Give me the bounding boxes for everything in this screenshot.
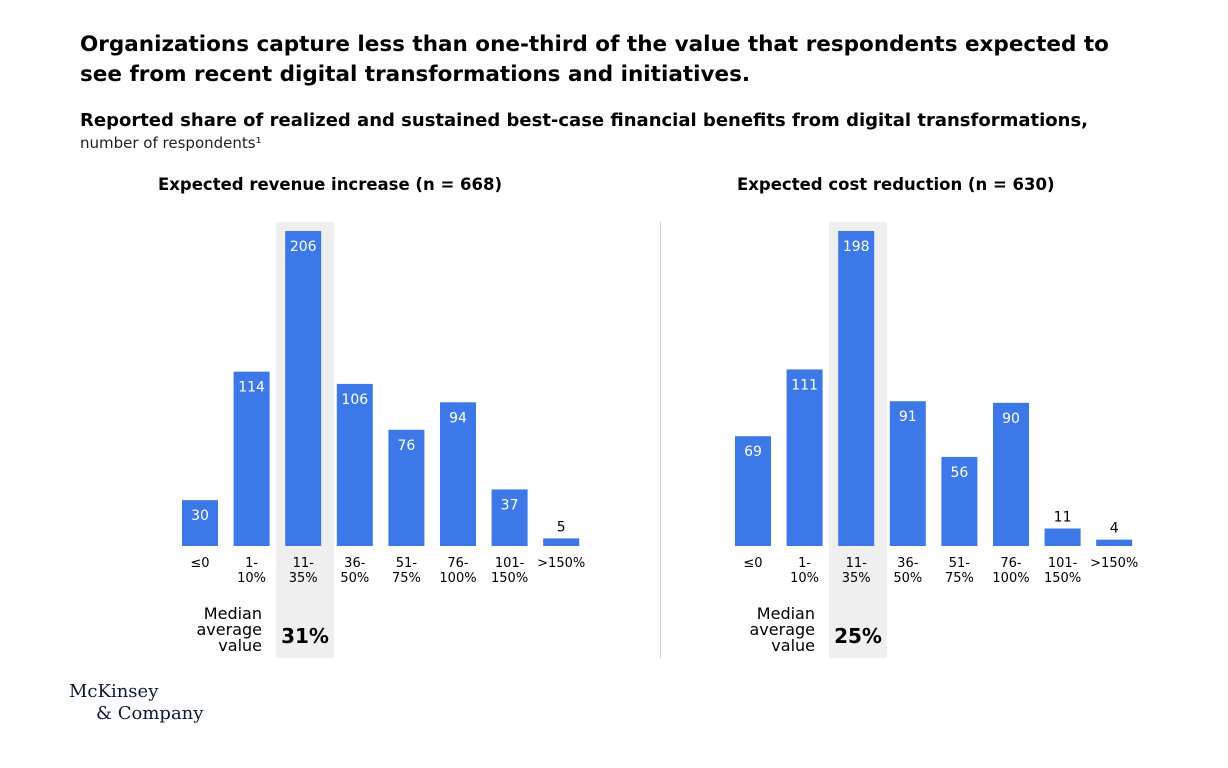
median-label-line: value bbox=[218, 636, 262, 655]
cost-bar-value-label: 69 bbox=[744, 444, 762, 460]
revenue-bar bbox=[336, 383, 373, 546]
median-label-line: average bbox=[196, 620, 263, 639]
cost-bar bbox=[1044, 528, 1081, 546]
cost-bar-value-label: 91 bbox=[899, 409, 917, 425]
revenue-bar bbox=[440, 402, 476, 546]
revenue-bar-value-label: 106 bbox=[341, 392, 368, 408]
cost-category-label: >150% bbox=[1090, 556, 1138, 571]
mckinsey-logo: McKinsey & Company bbox=[69, 681, 203, 725]
cost-bar bbox=[786, 369, 823, 546]
revenue-bar-value-label: 37 bbox=[501, 497, 519, 513]
revenue-bar-value-label: 206 bbox=[290, 239, 317, 255]
revenue-bar-value-label: 5 bbox=[557, 519, 566, 535]
revenue-bar bbox=[491, 489, 528, 546]
revenue-category-label: 10% bbox=[237, 571, 266, 586]
revenue-category-label: 150% bbox=[491, 571, 528, 586]
revenue-bar bbox=[182, 500, 218, 546]
cost-bar bbox=[1096, 539, 1133, 546]
revenue-median-label: Median average value bbox=[152, 604, 263, 655]
cost-category-label: 11- bbox=[846, 556, 868, 571]
cost-category-label: 1- bbox=[798, 556, 811, 571]
revenue-category-label: >150% bbox=[537, 556, 585, 571]
chart-subtitle: Reported share of realized and sustained… bbox=[80, 110, 1089, 131]
cost-category-label: 51- bbox=[949, 556, 971, 571]
cost-bar-value-label: 11 bbox=[1054, 510, 1072, 526]
revenue-bar-value-label: 76 bbox=[397, 438, 415, 454]
revenue-bar-value-label: 30 bbox=[191, 508, 209, 524]
cost-bar-value-label: 111 bbox=[791, 377, 818, 393]
cost-bar bbox=[735, 436, 771, 546]
cost-chart-title: Expected cost reduction (n = 630) bbox=[737, 175, 1055, 194]
logo-line-2: & Company bbox=[96, 703, 204, 724]
revenue-median-value: 31% bbox=[281, 624, 329, 648]
revenue-category-label: 1- bbox=[245, 556, 258, 571]
median-label-line: Median bbox=[203, 604, 262, 623]
revenue-category-label: 100% bbox=[439, 571, 476, 586]
median-label-line: average bbox=[749, 620, 816, 639]
cost-category-label: 50% bbox=[893, 571, 922, 586]
cost-category-label: 36- bbox=[897, 556, 919, 571]
median-label-line: Median bbox=[756, 604, 815, 623]
cost-category-label: 10% bbox=[790, 571, 819, 586]
revenue-category-label: 50% bbox=[340, 571, 369, 586]
revenue-category-label: 35% bbox=[289, 571, 318, 586]
cost-bar bbox=[838, 231, 875, 546]
revenue-chart-title: Expected revenue increase (n = 668) bbox=[158, 175, 503, 194]
cost-bar bbox=[993, 402, 1029, 546]
revenue-category-label: 76- bbox=[447, 556, 469, 571]
cost-category-label: 35% bbox=[842, 571, 871, 586]
chart-divider bbox=[660, 222, 661, 658]
cost-bar bbox=[941, 456, 978, 546]
revenue-category-label: 36- bbox=[344, 556, 366, 571]
cost-category-label: ≤0 bbox=[743, 556, 762, 571]
cost-bar-value-label: 4 bbox=[1110, 521, 1119, 537]
revenue-category-label: 11- bbox=[293, 556, 315, 571]
logo-line-1: McKinsey bbox=[69, 681, 159, 702]
cost-median-label: Median average value bbox=[705, 604, 816, 655]
cost-category-label: 150% bbox=[1044, 571, 1081, 586]
revenue-bar bbox=[233, 371, 270, 546]
revenue-category-label: 75% bbox=[392, 571, 421, 586]
revenue-bar bbox=[285, 231, 322, 546]
revenue-bar-value-label: 114 bbox=[238, 380, 265, 396]
revenue-bar bbox=[543, 538, 580, 546]
cost-bar-value-label: 198 bbox=[843, 239, 870, 255]
revenue-category-label: ≤0 bbox=[190, 556, 209, 571]
cost-category-label: 101- bbox=[1048, 556, 1078, 571]
cost-category-label: 75% bbox=[945, 571, 974, 586]
chart-subtitle-note: number of respondents¹ bbox=[80, 134, 262, 152]
revenue-bar bbox=[388, 429, 425, 546]
cost-median-value: 25% bbox=[834, 624, 882, 648]
cost-category-label: 76- bbox=[1000, 556, 1022, 571]
revenue-category-label: 101- bbox=[495, 556, 525, 571]
median-label-line: value bbox=[771, 636, 815, 655]
revenue-category-label: 51- bbox=[396, 556, 418, 571]
cost-bar bbox=[889, 401, 926, 546]
cost-bar-value-label: 90 bbox=[1002, 411, 1020, 427]
cost-category-label: 100% bbox=[992, 571, 1029, 586]
page-title: Organizations capture less than one-thir… bbox=[80, 32, 1109, 87]
cost-bar-value-label: 56 bbox=[950, 465, 968, 481]
revenue-bar-value-label: 94 bbox=[449, 410, 467, 426]
